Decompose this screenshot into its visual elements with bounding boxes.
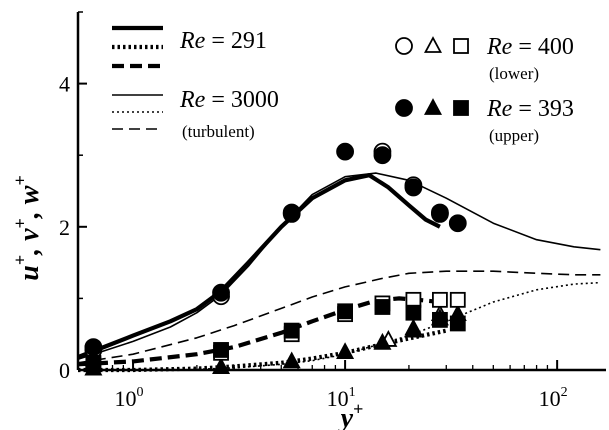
marker-w-Re393-upper [283,322,300,339]
series-lines [77,172,601,373]
marker-w-Re400-lower [405,291,422,308]
marker-v-Re393-upper [282,351,301,369]
marker-u-Re393-upper [84,338,103,356]
marker-w-Re393-upper [85,354,102,371]
legend-label: Re = 393 [486,96,574,122]
marker-v-Re393-upper [404,320,423,338]
plot-frame [76,12,606,372]
legend: Re = 291 Re = 3000 (turbulent) Re = 400 (low… [112,25,574,145]
legend-label: Re = 400 [486,34,574,60]
marker-u-Re393-upper [431,205,449,223]
series-u-Re291 [77,173,441,360]
marker-w-Re393-upper [449,315,466,332]
x-tick-label: 102 [539,385,568,411]
series-w-Re291 [77,296,441,367]
series-u-Re3000 [77,172,601,361]
y-tick-label: 0 [59,358,70,383]
series-w-Re3000 [77,270,601,364]
marker-w-Re400-lower [432,291,448,308]
marker-w-Re393-upper [337,303,353,320]
legend-marker-square [453,100,469,116]
marker-u-Re393-upper [448,214,467,233]
marker-u-Re393-upper [212,283,230,302]
legend-note: (lower) [489,64,539,83]
legend-marker-square [453,38,469,54]
legend-note: (turbulent) [182,122,255,141]
marker-u-Re393-upper [373,146,392,165]
marker-w-Re393-upper [213,342,229,358]
data-markers [84,142,467,376]
marker-w-Re393-upper [432,311,448,328]
legend-marker-triangle [423,36,443,53]
marker-v-Re393-upper [373,332,392,350]
legend-note: (upper) [489,126,539,145]
marker-u-Re393-upper [336,142,354,161]
y-tick-label: 4 [59,72,70,97]
axis-ticks: 0 2 4 100 101 102 [59,11,568,411]
y-tick-label: 2 [59,215,70,240]
legend-marker-circle [395,99,413,117]
y-axis-label: u+, v+, w+ [10,175,45,281]
x-axis-label: y+ [338,399,364,430]
marker-u-Re393-upper [404,178,423,197]
marker-w-Re393-upper [374,299,391,315]
legend-marker-triangle [423,98,443,115]
x-tick-label: 101 [327,385,356,411]
legend-label: Re = 3000 [179,87,279,113]
marker-w-Re400-lower [449,291,466,308]
legend-label: Re = 291 [179,28,267,54]
series-v-Re3000 [78,281,601,371]
x-tick-label: 100 [115,385,144,411]
marker-w-Re393-upper [405,304,422,321]
legend-marker-circle [395,37,413,55]
marker-v-Re393-upper [336,342,355,360]
marker-v-Re393-upper [212,357,231,375]
marker-u-Re393-upper [282,205,301,223]
